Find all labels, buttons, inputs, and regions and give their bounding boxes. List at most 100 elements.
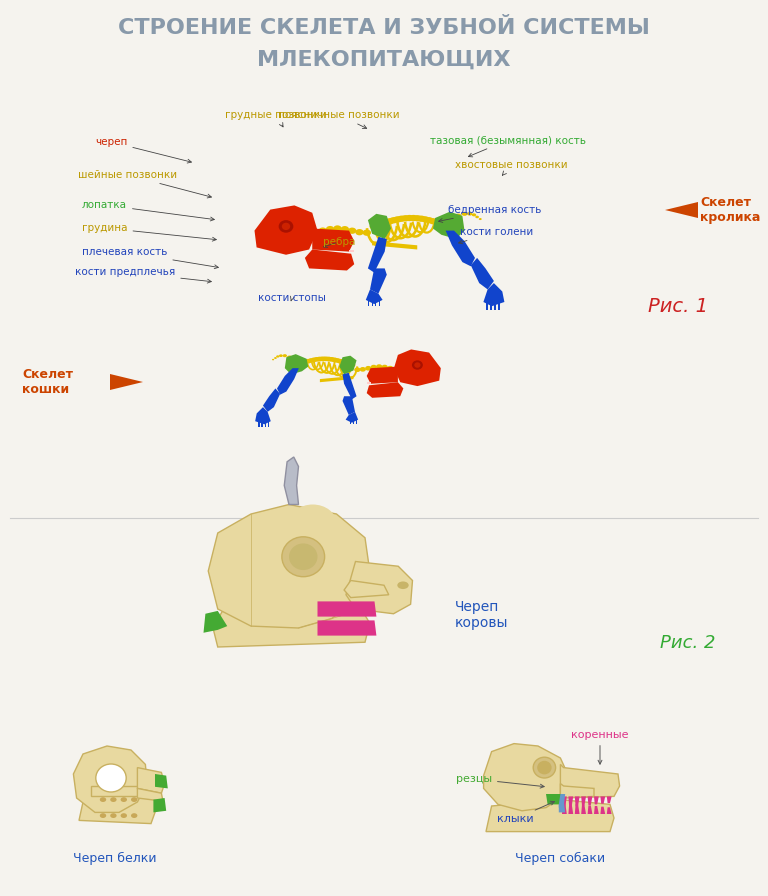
Polygon shape	[588, 806, 592, 814]
Text: кости стопы: кости стопы	[258, 293, 326, 303]
Text: череп: череп	[95, 137, 191, 163]
Polygon shape	[498, 302, 500, 310]
Polygon shape	[350, 419, 351, 425]
Ellipse shape	[289, 504, 336, 542]
Text: Череп белки: Череп белки	[73, 851, 157, 865]
Polygon shape	[490, 302, 492, 310]
Polygon shape	[445, 230, 475, 266]
Ellipse shape	[421, 216, 429, 222]
Ellipse shape	[373, 222, 383, 228]
Ellipse shape	[279, 354, 283, 357]
Polygon shape	[349, 249, 354, 252]
Polygon shape	[254, 205, 317, 254]
Text: бедренная кость: бедренная кость	[439, 205, 541, 222]
Polygon shape	[394, 349, 441, 386]
Ellipse shape	[336, 359, 344, 364]
Ellipse shape	[319, 228, 327, 234]
Polygon shape	[366, 289, 382, 304]
Ellipse shape	[293, 363, 300, 367]
Ellipse shape	[110, 814, 117, 818]
Ellipse shape	[455, 213, 462, 219]
Polygon shape	[353, 419, 354, 425]
Text: резцы: резцы	[456, 774, 545, 788]
Polygon shape	[258, 421, 260, 427]
Text: кости предплечья: кости предплечья	[75, 267, 211, 283]
Ellipse shape	[359, 367, 366, 372]
Polygon shape	[372, 241, 417, 249]
Ellipse shape	[316, 357, 323, 361]
Ellipse shape	[429, 218, 437, 224]
Ellipse shape	[121, 797, 127, 802]
Polygon shape	[343, 396, 355, 415]
Ellipse shape	[346, 362, 353, 366]
Polygon shape	[485, 302, 488, 310]
Text: поясничные позвонки: поясничные позвонки	[278, 110, 400, 128]
Ellipse shape	[386, 218, 395, 224]
Polygon shape	[320, 376, 353, 383]
Ellipse shape	[354, 367, 360, 372]
Ellipse shape	[472, 213, 476, 217]
Ellipse shape	[412, 360, 423, 370]
Ellipse shape	[533, 757, 555, 778]
Ellipse shape	[322, 357, 329, 361]
Polygon shape	[665, 202, 698, 218]
Ellipse shape	[319, 357, 326, 361]
Text: СТРОЕНИЕ СКЕЛЕТА И ЗУБНОЙ СИСТЕМЫ: СТРОЕНИЕ СКЕЛЕТА И ЗУБНОЙ СИСТЕМЫ	[118, 18, 650, 38]
Polygon shape	[91, 786, 145, 797]
Ellipse shape	[445, 223, 453, 229]
Text: Рис. 1: Рис. 1	[648, 297, 708, 316]
Polygon shape	[366, 366, 398, 383]
Ellipse shape	[131, 797, 137, 802]
Ellipse shape	[313, 357, 320, 362]
Ellipse shape	[121, 814, 127, 818]
Polygon shape	[264, 421, 266, 427]
Polygon shape	[607, 807, 611, 814]
Ellipse shape	[356, 229, 364, 236]
Text: плечевая кость: плечевая кость	[82, 247, 218, 269]
Text: грудные позвонки: грудные позвонки	[225, 110, 326, 127]
Ellipse shape	[449, 218, 455, 223]
Ellipse shape	[478, 218, 482, 220]
Ellipse shape	[416, 216, 426, 222]
Ellipse shape	[397, 582, 409, 589]
Text: МЛЕКОПИТАЮЩИХ: МЛЕКОПИТАЮЩИХ	[257, 50, 511, 70]
Ellipse shape	[377, 220, 387, 227]
Ellipse shape	[348, 228, 356, 234]
Polygon shape	[368, 237, 387, 272]
Ellipse shape	[409, 215, 418, 221]
Ellipse shape	[365, 366, 372, 371]
Ellipse shape	[412, 215, 422, 221]
Text: Череп
коровы: Череп коровы	[455, 600, 508, 630]
Ellipse shape	[339, 359, 346, 365]
Ellipse shape	[131, 814, 137, 818]
Ellipse shape	[331, 358, 338, 362]
Ellipse shape	[405, 215, 414, 221]
Ellipse shape	[333, 226, 342, 232]
Polygon shape	[484, 744, 568, 811]
Polygon shape	[255, 407, 271, 425]
Text: шейные позвонки: шейные позвонки	[78, 170, 211, 198]
Ellipse shape	[328, 357, 335, 362]
Ellipse shape	[425, 217, 433, 223]
Polygon shape	[155, 774, 167, 788]
Ellipse shape	[305, 359, 311, 364]
Polygon shape	[368, 214, 391, 239]
Ellipse shape	[289, 544, 317, 570]
Polygon shape	[346, 562, 412, 614]
Ellipse shape	[437, 220, 445, 227]
Ellipse shape	[467, 212, 472, 216]
Ellipse shape	[100, 797, 106, 802]
Polygon shape	[261, 421, 263, 427]
Polygon shape	[568, 804, 573, 814]
Polygon shape	[368, 300, 369, 306]
Polygon shape	[562, 797, 567, 807]
Polygon shape	[561, 784, 594, 798]
Ellipse shape	[381, 220, 391, 226]
Ellipse shape	[537, 761, 551, 774]
Ellipse shape	[96, 764, 126, 792]
Polygon shape	[346, 412, 358, 423]
Polygon shape	[574, 804, 580, 814]
Ellipse shape	[279, 220, 293, 233]
Ellipse shape	[389, 217, 399, 223]
Polygon shape	[285, 354, 308, 375]
